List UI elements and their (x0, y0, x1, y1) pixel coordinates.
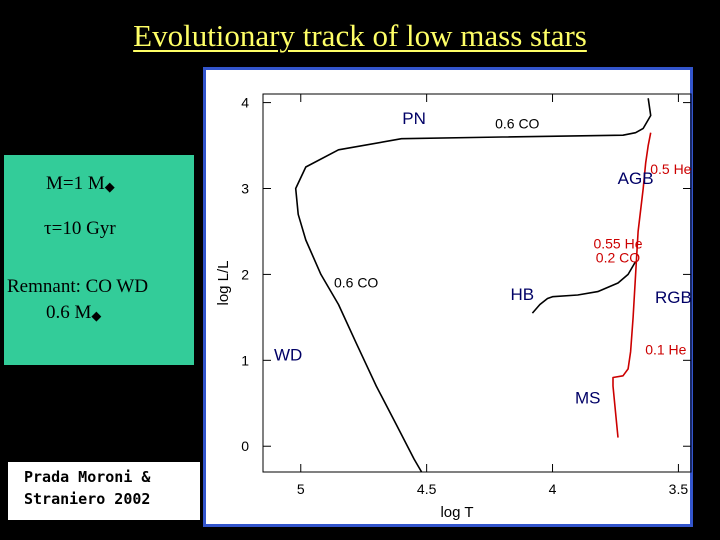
plot-frame (262, 93, 692, 473)
evolution-track-line (294, 98, 652, 473)
star-parameters-box: M=1 M◆ τ=10 Gyr Remnant: CO WD 0.6 M◆ (4, 155, 194, 365)
remnant-label: Remnant: CO WD (7, 276, 149, 297)
phase-annotation: HB (511, 285, 535, 304)
phase-annotation: MS (575, 388, 601, 407)
credit-box: Prada Moroni & Straniero 2002 (8, 462, 200, 520)
phase-annotation: 0.1 He (645, 341, 686, 357)
phase-annotation: AGB (618, 169, 654, 188)
y-axis-label: log L/L (215, 260, 232, 305)
phase-annotation: RGB (655, 288, 692, 307)
slide-title: Evolutionary track of low mass stars (133, 18, 587, 53)
credit-line: Prada Moroni & (24, 468, 151, 486)
phase-annotation: 0.6 CO (495, 115, 539, 131)
phase-annotation: 0.55 He (593, 236, 642, 252)
phase-annotation: WD (274, 345, 302, 364)
phase-annotation: 0.5 He (650, 161, 691, 177)
x-axis-label: log T (440, 504, 473, 521)
phase-annotation: 0.6 CO (334, 274, 378, 290)
age-label: τ=10 Gyr (44, 218, 116, 239)
x-tick-label: 4.5 (417, 481, 437, 497)
credit-line: Straniero 2002 (24, 490, 151, 508)
y-tick-label: 1 (241, 352, 249, 368)
remnant-mass-label: 0.6 M◆ (46, 302, 102, 323)
evolution-track-line (612, 132, 652, 438)
x-tick-label: 3.5 (669, 481, 689, 497)
sun-symbol-icon: ◆ (91, 308, 102, 323)
y-tick-label: 3 (241, 181, 249, 197)
evolution-track-line (531, 261, 637, 314)
x-tick-label: 4 (549, 481, 557, 497)
x-tick-label: 5 (297, 481, 305, 497)
y-tick-label: 2 (241, 266, 249, 282)
hr-diagram-chart: 5 4.5 4 3.5 4 3 2 1 0 log T log L/L PN 0.6 CO AGB0.5 … (215, 93, 692, 521)
phase-annotation: PN (402, 109, 426, 128)
hr-diagram-figure: 5 4.5 4 3.5 4 3 2 1 0 log T log L/L PN 0.6 CO AGB 0.5 … (203, 67, 693, 527)
y-tick-label: 0 (241, 438, 249, 454)
y-tick-label: 4 (241, 95, 249, 111)
mass-label: M=1 M◆ (46, 173, 115, 194)
sun-symbol-icon: ◆ (104, 179, 115, 194)
phase-annotation: 0.2 CO (596, 249, 640, 265)
